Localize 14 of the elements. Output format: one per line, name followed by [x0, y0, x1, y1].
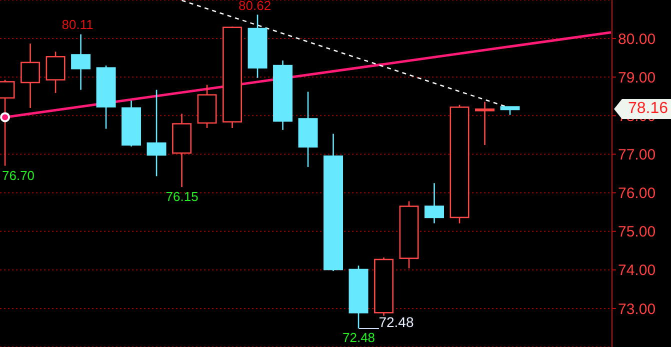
annotation: 76.15	[166, 188, 198, 204]
y-tick-label: 79.00	[618, 69, 656, 86]
annotation: 72.48	[342, 330, 376, 346]
annotation: 80.62	[238, 0, 272, 13]
annotation: 72.48	[378, 314, 414, 330]
y-tick-label: 73.00	[618, 300, 656, 318]
annotation: 76.70	[2, 168, 35, 183]
y-tick-label: 74.00	[618, 262, 656, 280]
text: 78.16	[622, 99, 671, 120]
y-tick-label: 76.00	[618, 185, 656, 202]
y-tick-label: 75.00	[618, 224, 656, 241]
y-tick-label: 80.00	[618, 30, 656, 48]
y-tick-label: 77.00	[618, 146, 656, 164]
annotation: 80.11	[62, 17, 94, 32]
